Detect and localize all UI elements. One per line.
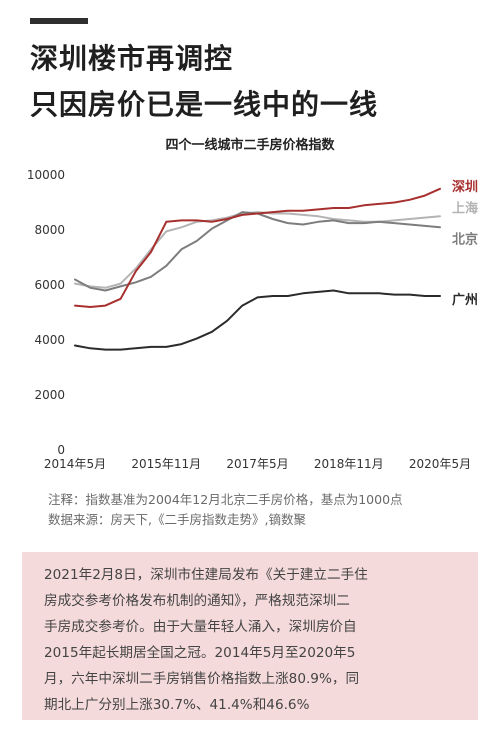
info-line: 手房成交参考价。由于大量年轻人涌入，深圳房价自	[44, 619, 357, 635]
series-line-1	[74, 211, 441, 289]
info-line: 期北上广分别上涨30.7%、41.4%和46.6%	[44, 697, 310, 713]
y-tick-label: 4000	[34, 333, 65, 347]
x-tick-label: 2020年5月	[409, 457, 471, 471]
x-tick-label: 2017年5月	[226, 457, 288, 471]
y-tick-label: 6000	[34, 278, 65, 292]
y-axis: 0 2000 4000 6000 8000 10000	[27, 168, 65, 457]
info-box: 2021年2月8日，深圳市住建局发布《关于建立二手住 房成交参考价格发布机制的通…	[22, 552, 478, 720]
x-axis: 2014年5月 2015年11月 2017年5月 2018年11月 2020年5月	[44, 457, 471, 471]
headline-line-2: 只因房价已是一线中的一线	[30, 88, 379, 121]
info-line: 2021年2月8日，深圳市住建局发布《关于建立二手住	[44, 567, 368, 583]
info-line: 2015年起长期居全国之冠。2014年5月至2020年5	[44, 645, 356, 661]
series-line-3	[74, 289, 441, 351]
headline-line-1: 深圳楼市再调控	[30, 42, 234, 75]
page-headline: 深圳楼市再调控 只因房价已是一线中的一线	[30, 36, 378, 128]
x-tick-label: 2014年5月	[44, 457, 106, 471]
y-tick-label: 10000	[27, 168, 65, 182]
series-label-3: 广州	[452, 292, 478, 308]
y-tick-label: 8000	[34, 223, 65, 237]
decorative-top-bar	[30, 18, 88, 24]
chart-series	[74, 187, 441, 351]
series-line-0	[74, 187, 441, 308]
info-line: 房成交参考价格发布机制的通知》，严格规范深圳二	[44, 593, 350, 609]
y-tick-label: 0	[57, 443, 65, 457]
series-label-2: 北京	[452, 231, 478, 247]
chart-notes: 注释：指数基准为2004年12月北京二手房价格，基点为1000点 数据来源：房天…	[48, 490, 403, 530]
y-tick-label: 2000	[34, 388, 65, 402]
chart-title: 四个一线城市二手房价格指数	[165, 138, 335, 153]
info-line: 月，六年中深圳二手房销售价格指数上涨80.9%，同	[44, 671, 360, 687]
series-label-1: 上海	[452, 200, 478, 216]
series-line-2	[74, 211, 441, 292]
note-line-1: 注释：指数基准为2004年12月北京二手房价格，基点为1000点	[48, 492, 403, 507]
x-tick-label: 2018年11月	[314, 457, 384, 471]
x-tick-label: 2015年11月	[131, 457, 201, 471]
note-line-2: 数据来源：房天下,《二手房指数走势》,镝数聚	[48, 512, 306, 527]
series-label-0: 深圳	[452, 179, 478, 195]
